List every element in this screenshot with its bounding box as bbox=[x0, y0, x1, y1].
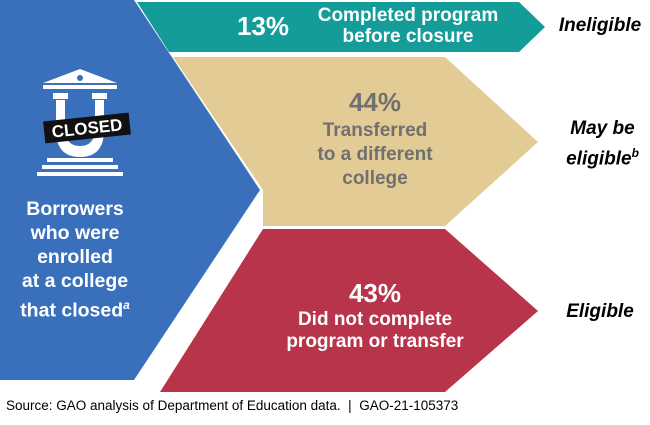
not-complete-label: Did not complete program or transfer bbox=[255, 309, 495, 353]
completed-line: before closure bbox=[342, 26, 474, 47]
borrowers-line: that closeda bbox=[20, 298, 130, 322]
outcome-may-be-eligible: May be eligibleb bbox=[555, 117, 650, 171]
arrow-red-joint bbox=[160, 229, 263, 392]
arrow-did-not-complete bbox=[263, 229, 538, 392]
outcome-line: eligibleb bbox=[566, 146, 639, 170]
borrowers-line: Borrowers bbox=[26, 198, 124, 220]
closed-college-icon: CLOSED bbox=[37, 69, 131, 176]
not-complete-pct: 43% bbox=[348, 278, 402, 308]
completed-line: Completed program bbox=[317, 5, 499, 26]
transferred-pct: 44% bbox=[348, 87, 402, 117]
borrowers-line: who were bbox=[30, 222, 120, 244]
completed-pct: 13% bbox=[236, 11, 290, 41]
borrowers-label: Borrowers who were enrolled at a college… bbox=[0, 197, 150, 323]
borrowers-line: enrolled bbox=[37, 246, 113, 268]
footnote-b: b bbox=[631, 146, 639, 160]
not-complete-line: Did not complete bbox=[297, 309, 453, 330]
footnote-a: a bbox=[123, 298, 130, 312]
transferred-line: college bbox=[342, 168, 408, 189]
transferred-label: Transferred to a different college bbox=[280, 119, 470, 191]
transferred-line: Transferred bbox=[322, 120, 428, 141]
arrow-completed bbox=[137, 2, 545, 52]
outcome-line: May be bbox=[570, 118, 635, 139]
source-note: Source: GAO analysis of Department of Ed… bbox=[6, 398, 459, 413]
transferred-line: to a different bbox=[317, 144, 433, 165]
not-complete-line: program or transfer bbox=[286, 331, 464, 352]
borrowers-line: at a college bbox=[21, 270, 129, 292]
outcome-eligible: Eligible bbox=[566, 301, 634, 322]
completed-label: Completed program before closure bbox=[298, 5, 518, 47]
outcome-ineligible: Ineligible bbox=[558, 15, 642, 36]
arrow-transferred bbox=[173, 57, 538, 226]
